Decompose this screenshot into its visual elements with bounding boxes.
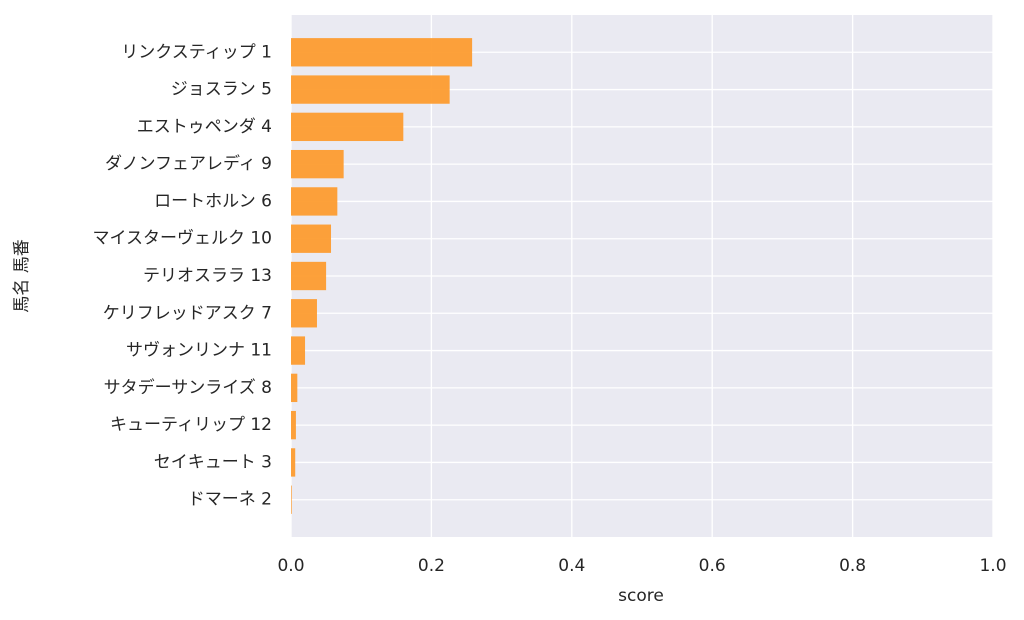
y-tick-label: ロートホルン 6 [154,191,272,211]
y-tick-label: ケリフレッドアスク 7 [103,303,272,323]
y-tick-label: ジョスラン 5 [171,80,272,100]
bar [291,38,473,67]
y-tick-label: サタデーサンライズ 8 [104,377,272,398]
bar [291,336,306,365]
x-axis-label: score [618,586,664,606]
y-tick-label: セイキュート 3 [154,452,272,472]
y-tick-label: ドマーネ 2 [188,490,272,510]
y-axis-label: 馬名 馬番 [12,239,32,312]
bar [291,485,292,514]
x-tick-label: 0.2 [418,556,445,576]
x-tick-label: 0.6 [699,556,726,576]
y-tick-label: マイスターヴェルク 10 [92,229,272,249]
bar [291,410,296,440]
x-tick-label: 1.0 [979,556,1006,576]
x-tick-label: 0.8 [839,556,866,576]
x-tick-label: 0.0 [277,556,304,576]
x-tick-label: 0.4 [558,556,585,576]
bar [291,112,404,142]
y-tick-label: テリオスララ 13 [143,266,272,286]
bar [291,448,296,477]
y-tick-label: ダノンフェアレディ 9 [105,153,272,174]
y-tick-label: サヴォンリンナ 11 [126,341,272,361]
y-tick-label: リンクスティップ 1 [121,42,272,62]
bar [291,299,317,328]
y-tick-label: キューティリップ 12 [110,415,272,435]
bar [291,224,332,253]
bar [291,373,298,403]
bar [291,149,344,179]
y-tick-label: エストゥペンダ 4 [137,117,272,137]
bar [291,261,327,291]
bar [291,187,338,216]
bar [291,75,450,104]
